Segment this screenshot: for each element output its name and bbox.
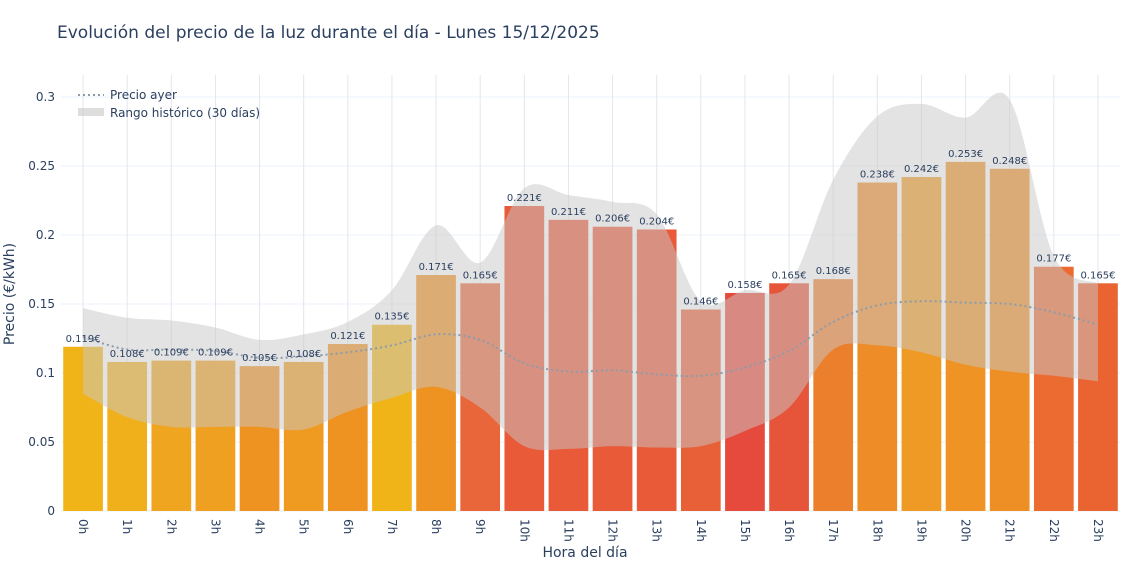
data-label: 0.206€ [595,214,630,225]
data-label: 0.165€ [463,270,498,281]
yesterday-price-line [82,300,1099,378]
x-tick-label: 22h [1047,519,1061,542]
x-tick-label: 15h [738,519,752,542]
data-label: 0.221€ [507,193,542,204]
data-label: 0.177€ [1036,254,1071,265]
legend-yesterday[interactable]: Precio ayer [110,88,177,102]
x-tick-label: 3h [208,519,222,534]
chart-title: Evolución del precio de la luz durante e… [57,23,600,43]
yesterday-line-path [82,300,1099,378]
x-tick-label: 12h [606,519,620,542]
x-tick-label: 2h [164,519,178,534]
data-labels: 0.119€ 0.108€ 0.109€ 0.109€ 0.105€ 0.108€ 0.12… [66,149,1116,364]
y-tick-label: 0 [47,504,55,518]
x-tick-label: 19h [914,519,928,542]
data-label: 0.109€ [154,348,189,359]
x-axis-ticks: 0h 1h 2h 3h 4h 5h 6h 7h 8h 9h 10h 11h 12h 13h 14h 15h 16… [76,519,1105,542]
data-label: 0.168€ [816,266,851,277]
data-label: 0.165€ [772,270,807,281]
y-tick-label: 0.3 [36,90,55,104]
data-label: 0.238€ [860,170,895,181]
data-label: 0.211€ [551,207,586,218]
x-tick-label: 23h [1091,519,1105,542]
data-label: 0.253€ [948,149,983,160]
y-tick-label: 0.2 [36,228,55,242]
x-tick-label: 10h [517,519,531,542]
data-label: 0.204€ [639,216,674,227]
x-tick-label: 4h [253,519,267,534]
data-label: 0.165€ [1080,270,1115,281]
x-axis-title: Hora del día [542,545,627,561]
y-tick-label: 0.05 [28,435,55,449]
x-tick-label: 6h [341,519,355,534]
data-label: 0.108€ [286,349,321,360]
x-tick-label: 20h [959,519,973,542]
x-tick-label: 9h [473,519,487,534]
y-axis-ticks: 0 0.05 0.1 0.15 0.2 0.25 0.3 [28,90,55,518]
data-label: 0.105€ [242,353,277,364]
historical-range-area [83,92,1098,451]
x-tick-label: 17h [826,519,840,542]
x-tick-label: 14h [694,519,708,542]
data-label: 0.108€ [110,349,145,360]
x-tick-label: 21h [1003,519,1017,542]
x-tick-label: 7h [385,519,399,534]
data-label: 0.158€ [727,280,762,291]
data-label: 0.121€ [330,331,365,342]
x-tick-label: 13h [650,519,664,542]
y-tick-label: 0.15 [28,297,55,311]
legend-historical-range[interactable]: Rango histórico (30 días) [110,106,260,120]
legend-band-swatch [78,108,104,116]
data-label: 0.146€ [683,297,718,308]
x-tick-label: 0h [76,519,90,534]
legend[interactable]: Precio ayer Rango histórico (30 días) [78,88,260,120]
x-tick-label: 16h [782,519,796,542]
y-tick-label: 0.1 [36,366,55,380]
data-label: 0.171€ [419,262,454,273]
data-label: 0.109€ [198,348,233,359]
y-axis-title: Precio (€/kWh) [2,243,18,345]
x-tick-label: 5h [297,519,311,534]
x-tick-label: 18h [870,519,884,542]
x-tick-label: 11h [561,519,575,542]
x-tick-label: 8h [429,519,443,534]
x-tick-label: 1h [120,519,134,534]
data-label: 0.248€ [992,156,1027,167]
historical-range-band [83,92,1098,451]
data-label: 0.135€ [374,312,409,323]
data-label: 0.242€ [904,164,939,175]
y-tick-label: 0.25 [28,159,55,173]
data-label: 0.119€ [66,334,101,345]
